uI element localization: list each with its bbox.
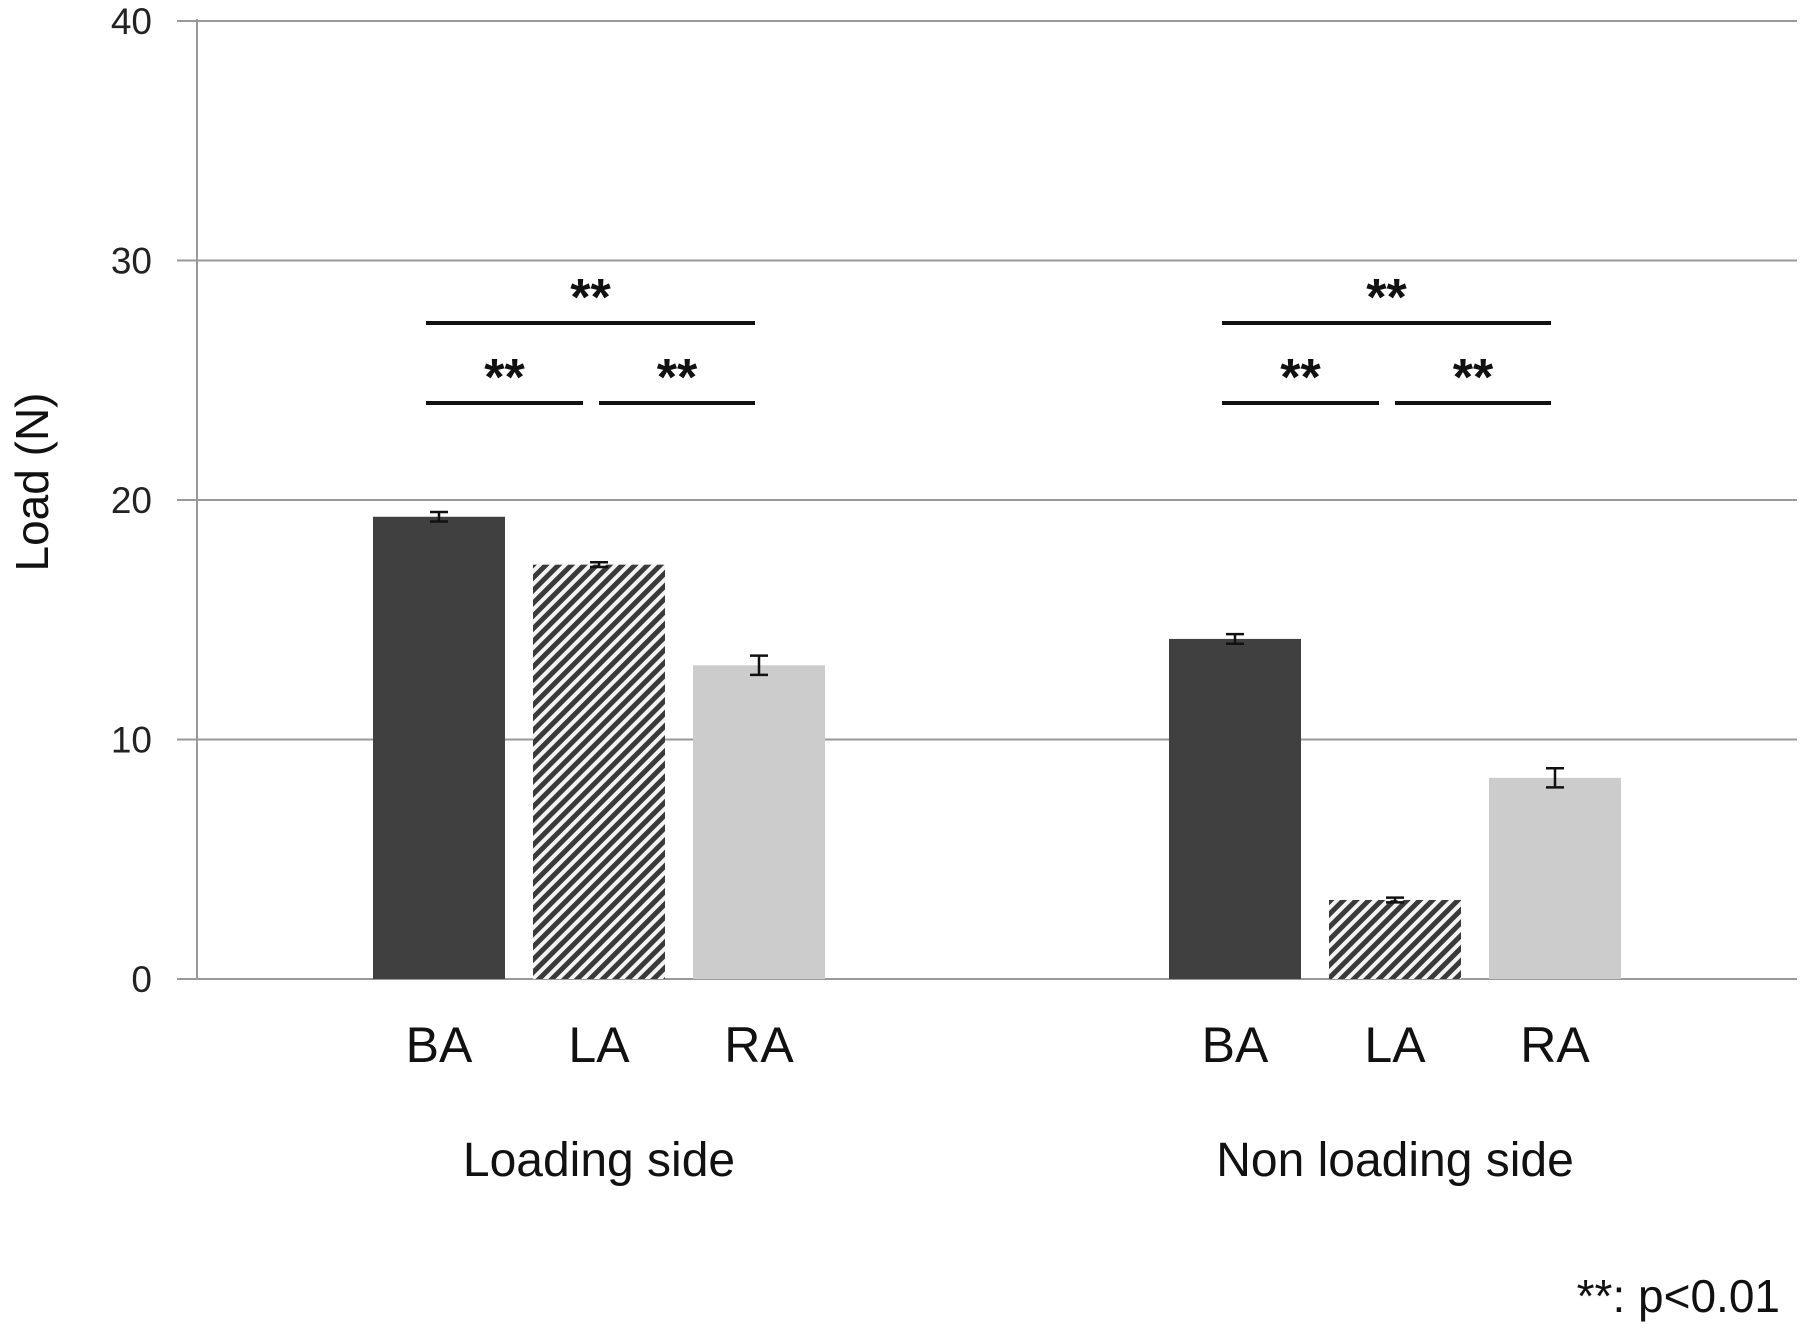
category-labels: BA LA RA Loading side BA LA RA Non loading side [406,1017,1591,1187]
y-axis-label: Load (N) [6,393,58,572]
category-label: BA [406,1017,473,1073]
significance-brackets: ** ** ** ** ** ** [426,269,1551,407]
category-label: LA [1364,1017,1426,1073]
y-tick-labels: 0 10 20 30 40 [111,1,152,1000]
significance-label: ** [484,349,525,407]
y-tick-label: 20 [111,480,152,521]
significance-label: ** [657,349,698,407]
group-label: Non loading side [1216,1134,1574,1187]
error-bar [750,654,768,677]
bar-la [1329,899,1461,979]
category-label: RA [1520,1017,1590,1073]
bar-ba [373,516,505,979]
footnote: **: p<0.01 [1577,1270,1780,1322]
y-tick-label: 30 [111,241,152,282]
bar-ra [1489,777,1621,979]
significance-label: ** [570,269,611,327]
bar-la [533,564,665,979]
error-bar [1226,632,1244,645]
error-bar [430,510,448,523]
category-label: LA [568,1017,630,1073]
group-label: Loading side [463,1134,735,1187]
significance-label: ** [1280,349,1321,407]
error-bar [590,561,608,569]
y-tick-label: 0 [131,959,152,1000]
error-bar [1386,896,1404,904]
category-label: RA [724,1017,794,1073]
y-tick-label: 10 [111,720,152,761]
bars [373,510,1621,979]
bar-ra [693,665,825,979]
category-label: BA [1202,1017,1269,1073]
error-bar [1546,766,1564,789]
y-tick-label: 40 [111,1,152,42]
bar-ba [1169,638,1301,979]
significance-label: ** [1453,349,1494,407]
significance-label: ** [1366,269,1407,327]
